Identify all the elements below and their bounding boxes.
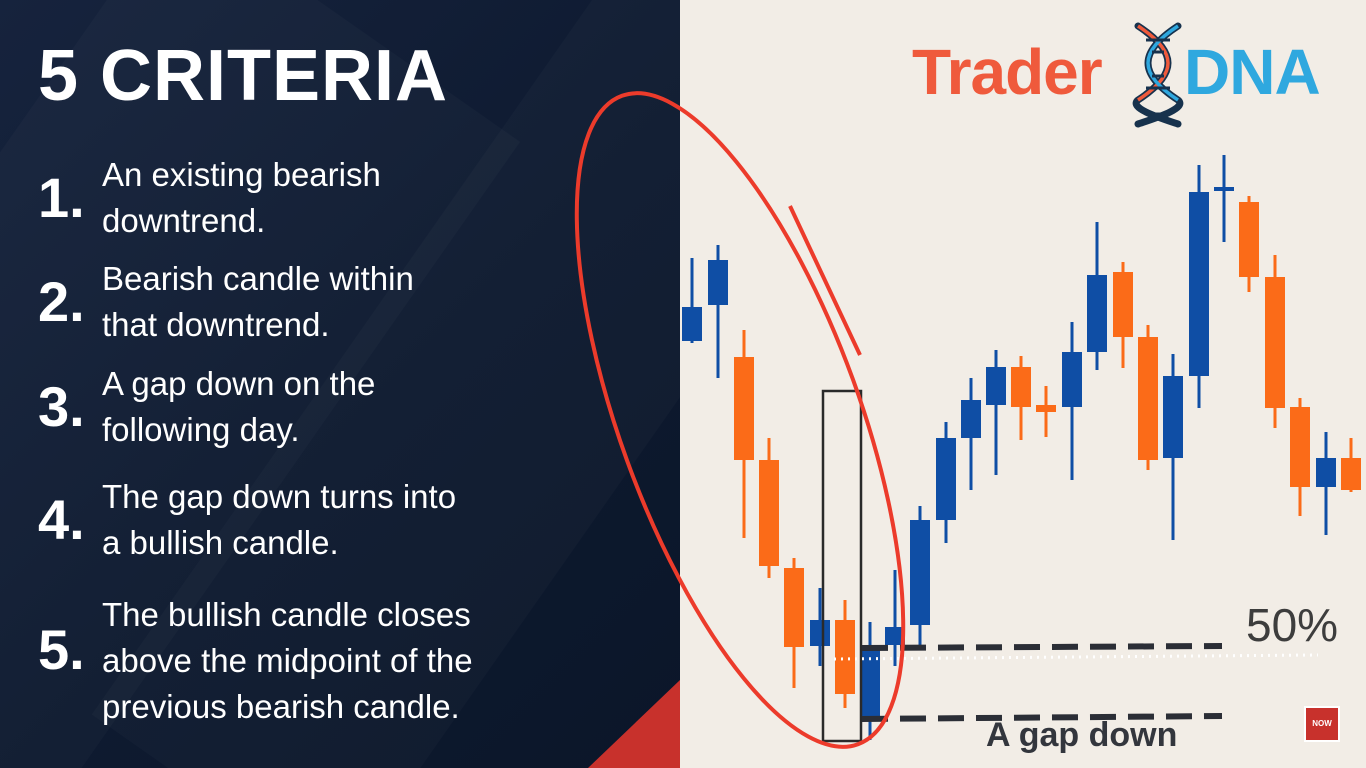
- bullish-candle: [1062, 352, 1082, 407]
- bullish-candle: [1163, 376, 1183, 458]
- candlestick-chart: [682, 155, 1361, 743]
- logo-text-trader: Trader: [912, 36, 1103, 108]
- candles-group: [682, 155, 1361, 740]
- criterion-number: 5.: [38, 618, 85, 681]
- bullish-candle: [1189, 192, 1209, 376]
- criterion-text: The gap down turns into a bullish candle…: [102, 478, 457, 561]
- bullish-candle: [961, 400, 981, 438]
- bullish-candle: [682, 307, 702, 341]
- criterion-number: 1.: [38, 166, 85, 229]
- midpoint-dotted-line: [833, 653, 1319, 661]
- bullish-candle: [810, 620, 830, 646]
- dna-helix-icon: [1132, 22, 1184, 128]
- criterion-text: Bearish candle within that downtrend.: [102, 260, 414, 343]
- bullish-candle: [1316, 458, 1336, 487]
- bullish-candle: [1087, 275, 1107, 352]
- bearish-candle: [1265, 277, 1285, 408]
- midpoint-label: 50%: [1246, 599, 1339, 651]
- gap-down-label: A gap down: [986, 716, 1178, 754]
- red-corner-decoration: [588, 680, 680, 768]
- criterion-number: 2.: [38, 270, 85, 333]
- bullish-candle: [708, 260, 728, 305]
- page-title: 5 CRITERIA: [38, 36, 449, 116]
- criterion-number: 3.: [38, 375, 85, 438]
- bearish-candle: [835, 620, 855, 694]
- bearish-candle: [1290, 407, 1310, 487]
- bearish-candle: [1113, 272, 1133, 337]
- bearish-candle: [1341, 458, 1361, 490]
- bearish-candle: [1036, 405, 1056, 412]
- bottom-dashed-line: [861, 713, 1223, 722]
- bearish-candle: [1239, 202, 1259, 277]
- bullish-candle: [936, 438, 956, 520]
- bearish-candle: [1011, 367, 1031, 407]
- criterion-number: 4.: [38, 488, 85, 551]
- top-dashed-line: [861, 643, 1223, 651]
- bearish-candle: [734, 357, 754, 460]
- now-badge: NOW: [1304, 706, 1340, 742]
- logo-text-dna: DNA: [1184, 36, 1321, 108]
- criterion-text: A gap down on the following day.: [102, 365, 376, 448]
- chart-panel: Trader DNA 50% A gap down NOW: [680, 0, 1366, 768]
- criterion-text: The bullish candle closes above the midp…: [102, 596, 473, 725]
- bearish-candle: [784, 568, 804, 647]
- criteria-panel: 5 CRITERIA 1. An existing bearish downtr…: [0, 0, 680, 768]
- bearish-candle: [1138, 337, 1158, 460]
- criterion-text: An existing bearish downtrend.: [102, 156, 381, 239]
- bullish-candle: [885, 627, 905, 645]
- bullish-candle: [910, 520, 930, 625]
- bullish-candle: [1214, 187, 1234, 191]
- bullish-candle: [860, 646, 880, 720]
- bearish-candle: [759, 460, 779, 566]
- bullish-candle: [986, 367, 1006, 405]
